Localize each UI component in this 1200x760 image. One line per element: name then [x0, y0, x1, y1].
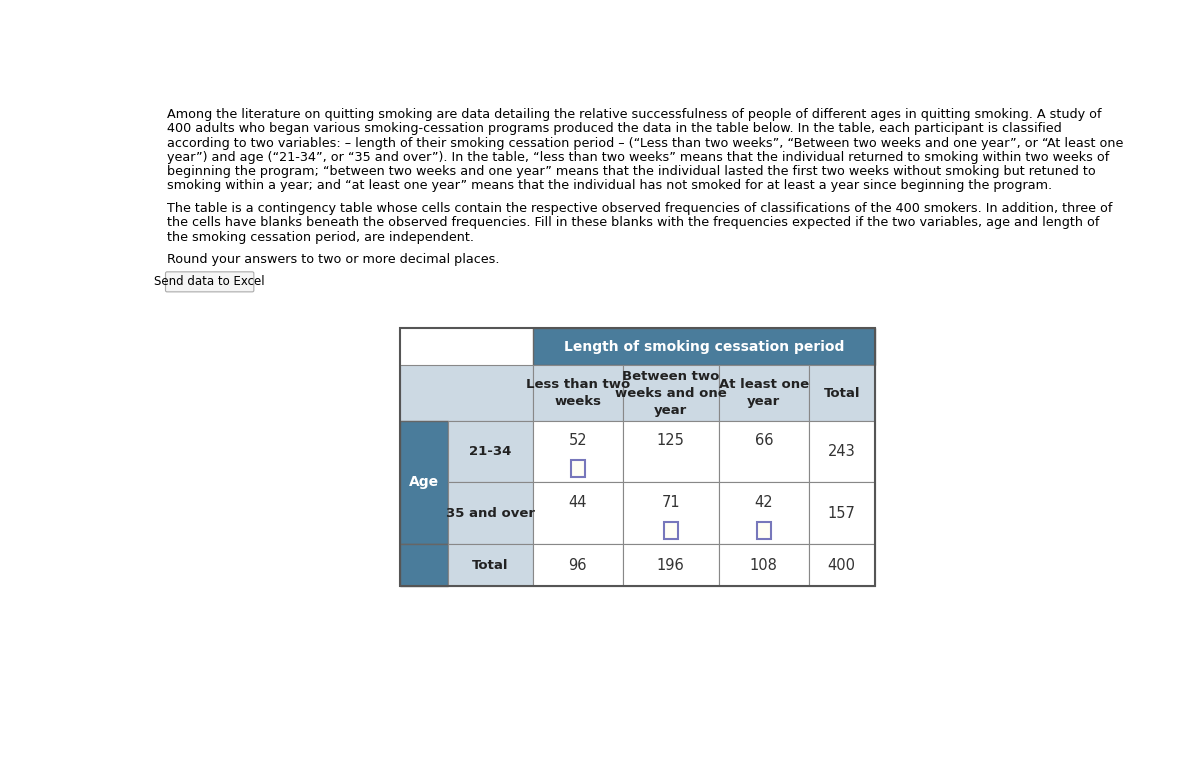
Bar — [664, 522, 678, 539]
Bar — [533, 328, 875, 366]
Text: 21-34: 21-34 — [469, 445, 511, 458]
Bar — [400, 421, 448, 544]
Bar — [623, 483, 719, 544]
Text: 44: 44 — [569, 495, 587, 509]
Bar — [809, 421, 875, 483]
Bar — [719, 421, 809, 483]
Bar — [809, 483, 875, 544]
Text: the cells have blanks beneath the observed frequencies. Fill in these blanks wit: the cells have blanks beneath the observ… — [167, 217, 1099, 230]
FancyBboxPatch shape — [166, 272, 254, 292]
Text: Total: Total — [823, 387, 860, 400]
Text: 400: 400 — [828, 558, 856, 572]
Bar — [400, 366, 533, 421]
Bar — [571, 461, 584, 477]
Bar — [533, 483, 623, 544]
Bar — [719, 483, 809, 544]
Text: according to two variables: – length of their smoking cessation period – (“Less : according to two variables: – length of … — [167, 137, 1123, 150]
Bar — [400, 544, 448, 586]
Text: Total: Total — [472, 559, 509, 572]
Text: At least one
year: At least one year — [719, 378, 809, 408]
Text: 157: 157 — [828, 505, 856, 521]
Bar — [757, 522, 770, 539]
Text: 52: 52 — [569, 433, 587, 448]
Bar — [448, 483, 533, 544]
Text: 71: 71 — [661, 495, 680, 509]
Bar — [448, 421, 533, 483]
Text: 66: 66 — [755, 433, 773, 448]
Text: 108: 108 — [750, 558, 778, 572]
Bar — [623, 366, 719, 421]
Bar — [809, 544, 875, 586]
Text: 243: 243 — [828, 444, 856, 459]
Bar — [400, 328, 533, 366]
Text: smoking within a year; and “at least one year” means that the individual has not: smoking within a year; and “at least one… — [167, 179, 1052, 192]
Bar — [809, 366, 875, 421]
Text: Length of smoking cessation period: Length of smoking cessation period — [564, 340, 844, 354]
Bar — [448, 544, 533, 586]
Bar — [623, 421, 719, 483]
Text: Less than two
weeks: Less than two weeks — [526, 378, 630, 408]
Text: 196: 196 — [656, 558, 685, 572]
Text: Round your answers to two or more decimal places.: Round your answers to two or more decima… — [167, 253, 499, 267]
Text: 125: 125 — [656, 433, 685, 448]
Text: The table is a contingency table whose cells contain the respective observed fre: The table is a contingency table whose c… — [167, 202, 1112, 215]
Bar — [533, 366, 623, 421]
Text: Among the literature on quitting smoking are data detailing the relative success: Among the literature on quitting smoking… — [167, 108, 1102, 121]
Bar — [623, 544, 719, 586]
Text: Between two
weeks and one
year: Between two weeks and one year — [614, 369, 727, 416]
Text: 35 and over: 35 and over — [445, 507, 535, 520]
Bar — [719, 544, 809, 586]
Bar — [400, 328, 875, 586]
Text: beginning the program; “between two weeks and one year” means that the individua: beginning the program; “between two week… — [167, 165, 1096, 178]
Text: the smoking cessation period, are independent.: the smoking cessation period, are indepe… — [167, 230, 474, 244]
Bar — [533, 544, 623, 586]
Text: 42: 42 — [755, 495, 773, 509]
Text: Send data to Excel: Send data to Excel — [155, 275, 265, 288]
Bar — [719, 366, 809, 421]
Bar — [533, 421, 623, 483]
Text: 400 adults who began various smoking-cessation programs produced the data in the: 400 adults who began various smoking-ces… — [167, 122, 1062, 135]
Text: year”) and age (“21-34”, or “35 and over”). In the table, “less than two weeks” : year”) and age (“21-34”, or “35 and over… — [167, 151, 1109, 164]
Text: Age: Age — [408, 475, 439, 489]
Text: 96: 96 — [569, 558, 587, 572]
